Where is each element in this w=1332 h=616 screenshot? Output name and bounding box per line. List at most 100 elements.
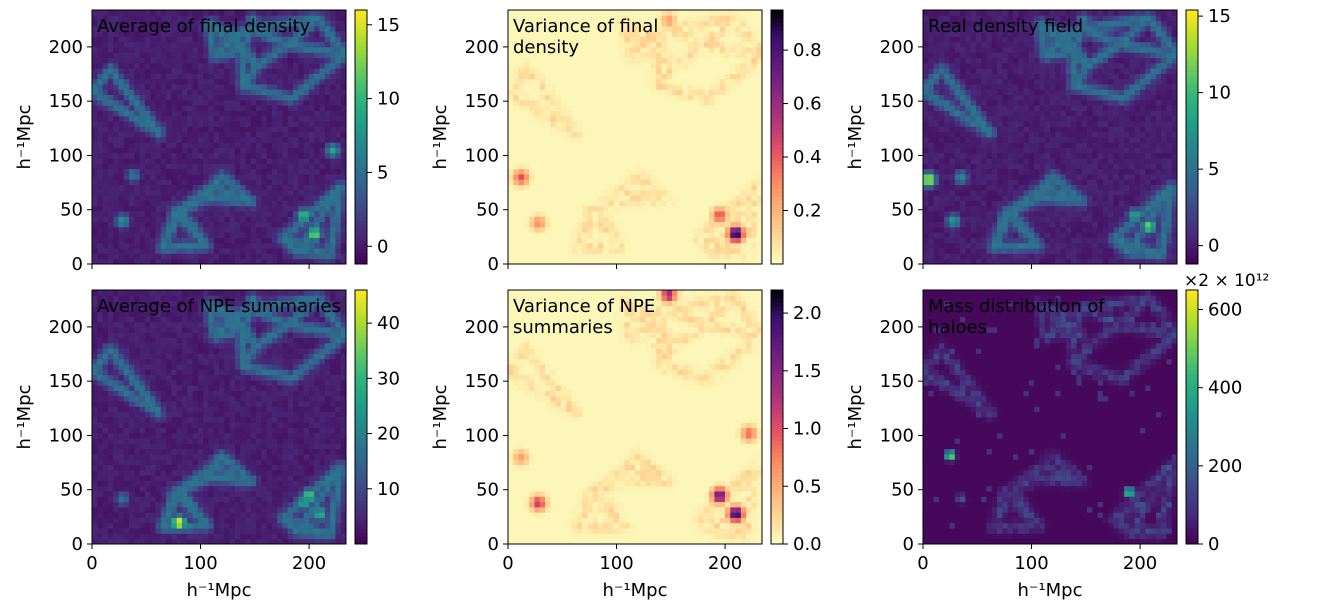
heatmap-cell <box>534 52 541 59</box>
heatmap-cell <box>335 105 342 111</box>
heatmap-cell <box>682 184 689 191</box>
heatmap-cell <box>560 242 567 249</box>
heatmap-cell <box>293 137 299 143</box>
heatmap-cell <box>566 163 572 170</box>
heatmap-cell <box>746 232 752 238</box>
heatmap-cell <box>529 232 535 238</box>
heatmap-cell <box>603 15 609 21</box>
heatmap-cell <box>719 248 726 254</box>
heatmap-cell <box>224 73 230 80</box>
heatmap-cell <box>698 52 705 59</box>
heatmap-cell <box>250 62 257 69</box>
heatmap-cell <box>629 205 636 212</box>
heatmap-cell <box>277 168 283 175</box>
heatmap-cell <box>576 195 583 201</box>
heatmap-cell <box>619 25 625 32</box>
heatmap-cell <box>203 115 209 122</box>
heatmap-cell <box>155 158 162 164</box>
heatmap-cell <box>613 168 620 175</box>
heatmap-cell <box>129 253 135 260</box>
heatmap-cell <box>282 89 289 96</box>
heatmap-cell <box>266 142 273 148</box>
heatmap-cell <box>160 152 167 159</box>
heatmap-cell <box>287 184 294 191</box>
heatmap-cell <box>144 68 151 74</box>
heatmap-cell <box>1050 248 1056 254</box>
heatmap-cell <box>219 137 225 143</box>
heatmap-cell <box>508 184 514 191</box>
heatmap-cell <box>624 62 631 69</box>
heatmap-cell <box>666 99 673 106</box>
heatmap-cell <box>319 110 326 117</box>
heatmap-cell <box>523 62 530 69</box>
heatmap-cell <box>203 20 209 27</box>
heatmap-cell <box>277 189 283 196</box>
heatmap-cell <box>555 221 562 228</box>
heatmap-cell <box>709 205 715 212</box>
heatmap-cell <box>298 248 305 254</box>
heatmap-cell <box>539 163 546 170</box>
heatmap-cell <box>513 226 519 233</box>
heatmap-cell <box>1002 258 1009 265</box>
heatmap-cell <box>661 216 668 223</box>
heatmap-cell <box>203 211 209 217</box>
heatmap-cell <box>518 152 525 159</box>
heatmap-cell <box>513 142 519 148</box>
heatmap-cell <box>656 68 662 74</box>
heatmap-cell <box>208 147 215 154</box>
heatmap-cell <box>529 174 535 180</box>
heatmap-cell <box>113 232 119 238</box>
heatmap-cell <box>314 237 320 244</box>
heatmap-cell <box>730 258 736 265</box>
heatmap-cell <box>719 200 726 207</box>
heatmap-cell <box>698 158 705 164</box>
heatmap-cell <box>576 152 583 159</box>
heatmap-cell <box>129 131 135 138</box>
colorbar-swatch <box>771 53 783 59</box>
heatmap-cell <box>256 57 262 64</box>
heatmap-cell <box>756 216 763 223</box>
heatmap-cell <box>656 89 662 96</box>
heatmap-cell <box>197 152 204 159</box>
heatmap-cell <box>219 126 225 133</box>
heatmap-cell <box>703 232 710 238</box>
heatmap-cell <box>219 205 225 212</box>
heatmap-cell <box>240 68 246 74</box>
heatmap-cell <box>287 152 294 159</box>
heatmap-cell <box>571 62 578 69</box>
heatmap-cell <box>102 253 109 260</box>
heatmap-cell <box>335 137 342 143</box>
heatmap-cell <box>735 25 742 32</box>
heatmap-cell <box>187 15 193 21</box>
heatmap-cell <box>518 189 525 196</box>
heatmap-cell <box>166 15 172 21</box>
heatmap-cell <box>672 184 678 191</box>
heatmap-cell <box>724 142 731 148</box>
heatmap-cell <box>213 110 220 117</box>
heatmap-cell <box>523 121 530 127</box>
heatmap-cell <box>719 216 726 223</box>
heatmap-cell <box>640 115 646 122</box>
heatmap-cell <box>97 221 103 228</box>
heatmap-cell <box>751 205 758 212</box>
colorbar-swatch <box>771 212 783 217</box>
heatmap-cell <box>730 68 736 74</box>
heatmap-cell <box>523 163 530 170</box>
heatmap-cell <box>144 94 151 101</box>
heatmap-cell <box>576 31 583 37</box>
heatmap-cell <box>576 115 583 122</box>
heatmap-cell <box>954 242 961 249</box>
heatmap-cell <box>176 105 183 111</box>
heatmap-cell <box>645 84 652 90</box>
heatmap-cell <box>587 68 594 74</box>
heatmap-cell <box>672 84 678 90</box>
heatmap-cell <box>751 25 758 32</box>
heatmap-cell <box>266 62 273 69</box>
heatmap-cell <box>518 62 525 69</box>
heatmap-cell <box>97 20 103 27</box>
heatmap-cell <box>672 205 678 212</box>
heatmap-cell <box>550 89 557 96</box>
heatmap-cell <box>672 68 678 74</box>
heatmap-cell <box>560 200 567 207</box>
heatmap-cell <box>224 237 230 244</box>
